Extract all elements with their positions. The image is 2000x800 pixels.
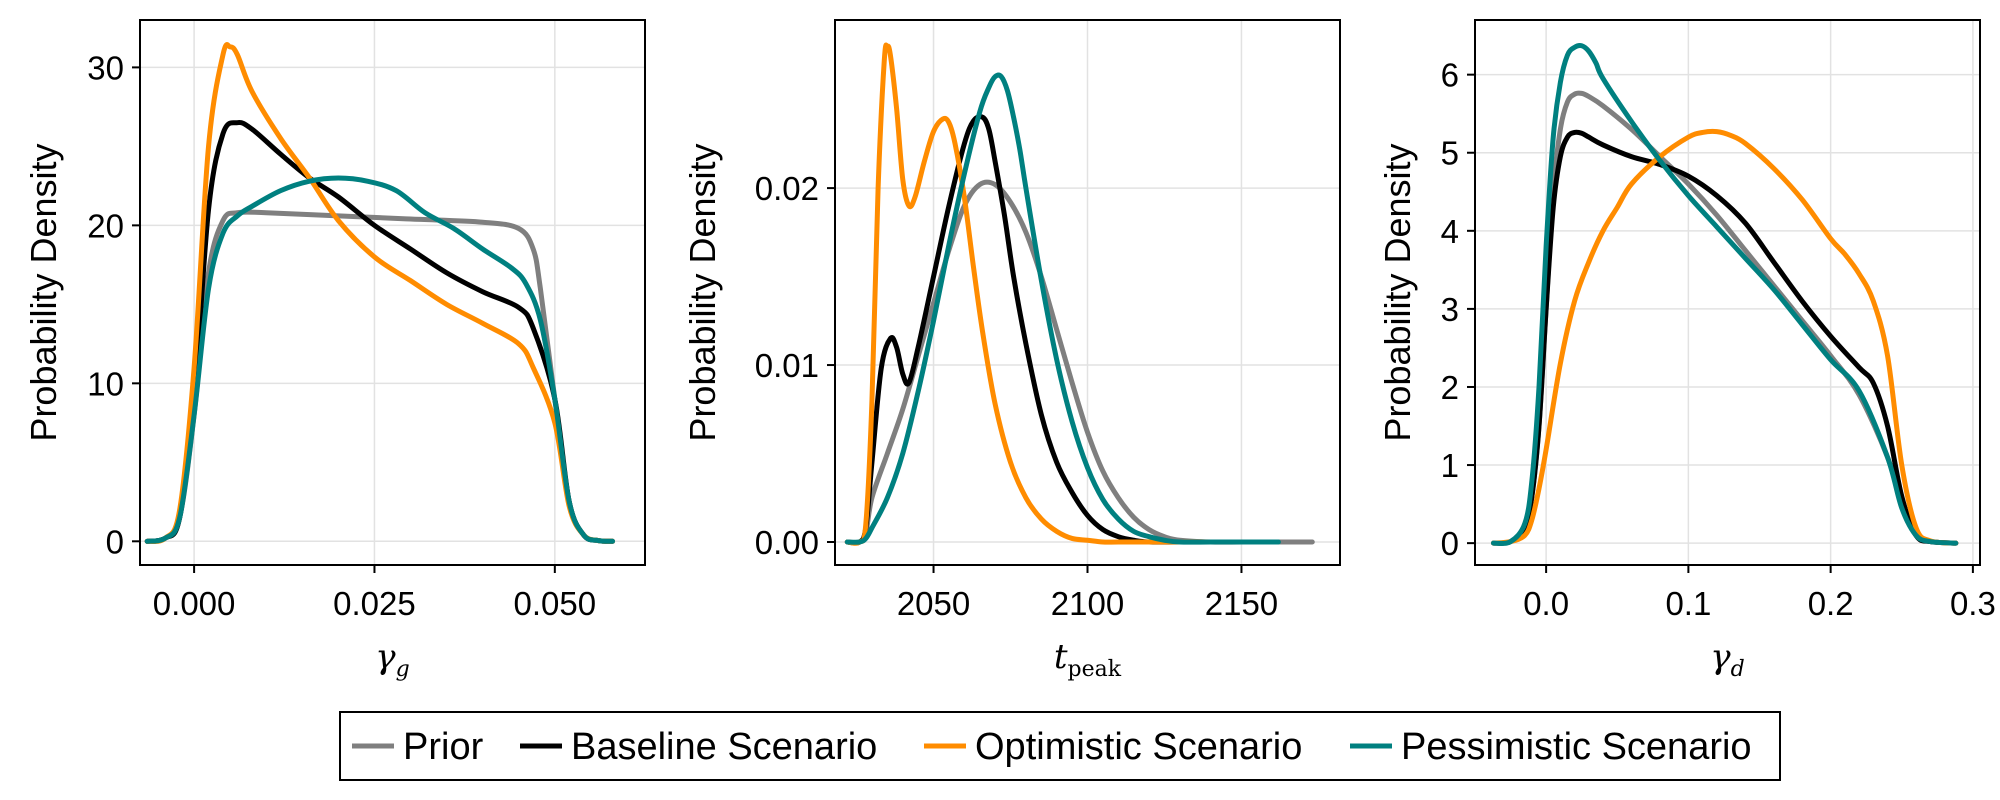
x-axis-label: tpeak xyxy=(1054,637,1122,682)
y-tick-label: 10 xyxy=(87,365,124,402)
plot-frame xyxy=(139,19,646,566)
x-tick-label: 0.1 xyxy=(1665,585,1711,622)
y-tick-label: 2 xyxy=(1441,369,1459,406)
x-tick-label: 0.0 xyxy=(1523,585,1569,622)
legend-frame xyxy=(339,711,1781,781)
x-tick-label: 0.2 xyxy=(1808,585,1854,622)
x-tick-label: 2150 xyxy=(1205,585,1278,622)
legend-entry-pessimistic: Pessimistic Scenario xyxy=(1350,726,1752,768)
series-line-baseline-scenario xyxy=(844,114,1214,546)
y-tick-label: 0 xyxy=(106,523,124,560)
y-tick-label: 30 xyxy=(87,49,124,86)
y-tick-label: 20 xyxy=(87,207,124,244)
x-tick-label: 2100 xyxy=(1051,585,1124,622)
x-tick-label: 0.000 xyxy=(153,585,236,622)
series-line-optimistic-scenario xyxy=(844,42,1275,546)
y-tick-label: 6 xyxy=(1441,57,1459,94)
series-line-pessimistic-scenario xyxy=(144,175,616,544)
y-tick-label: 0.02 xyxy=(755,170,819,207)
y-tick-label: 0 xyxy=(1441,525,1459,562)
legend-label-optimistic: Optimistic Scenario xyxy=(975,726,1302,768)
x-tick-label: 0.025 xyxy=(333,585,416,622)
series-line-optimistic-scenario xyxy=(1490,128,1959,546)
x-axis-label: γd xyxy=(1710,637,1744,682)
legend-entry-optimistic: Optimistic Scenario xyxy=(924,726,1302,768)
series-line-prior xyxy=(1490,90,1959,546)
y-axis-label: Probability Density xyxy=(682,143,723,441)
legend: Prior Baseline Scenario Optimistic Scena… xyxy=(339,711,1781,781)
y-tick-label: 5 xyxy=(1441,135,1459,172)
y-tick-label: 0.01 xyxy=(755,347,819,384)
plot-frame xyxy=(1474,19,1981,566)
y-axis-label: Probability Density xyxy=(23,143,64,441)
y-tick-label: 4 xyxy=(1441,213,1459,250)
legend-label-baseline: Baseline Scenario xyxy=(571,726,877,768)
series-line-pessimistic-scenario xyxy=(844,72,1281,545)
legend-entry-baseline: Baseline Scenario xyxy=(520,726,877,768)
y-axis-label: Probability Density xyxy=(1377,143,1418,441)
x-tick-label: 2050 xyxy=(897,585,970,622)
legend-entry-prior: Prior xyxy=(352,726,484,768)
y-tick-label: 1 xyxy=(1441,447,1459,484)
x-tick-label: 0.050 xyxy=(514,585,597,622)
y-tick-label: 0.00 xyxy=(755,524,819,561)
series-line-pessimistic-scenario xyxy=(1490,43,1959,546)
panel-gamma-g: 0.000 0.025 0.050 0 10 20 30 Probability Densit… xyxy=(23,19,646,682)
panel-gamma-d: 0.0 0.1 0.2 0.3 0 1 2 3 4 5 6 Probability Density γd xyxy=(1377,19,1996,682)
legend-label-prior: Prior xyxy=(403,726,484,768)
x-axis-label: γg xyxy=(375,637,409,682)
legend-label-pessimistic: Pessimistic Scenario xyxy=(1401,726,1752,768)
y-tick-label: 3 xyxy=(1441,291,1459,328)
panel-t-peak: 2050 2100 2150 0.00 0.01 0.02 Probability Dens… xyxy=(682,19,1341,682)
x-tick-label: 0.3 xyxy=(1950,585,1996,622)
series-line-baseline-scenario xyxy=(1490,129,1959,546)
